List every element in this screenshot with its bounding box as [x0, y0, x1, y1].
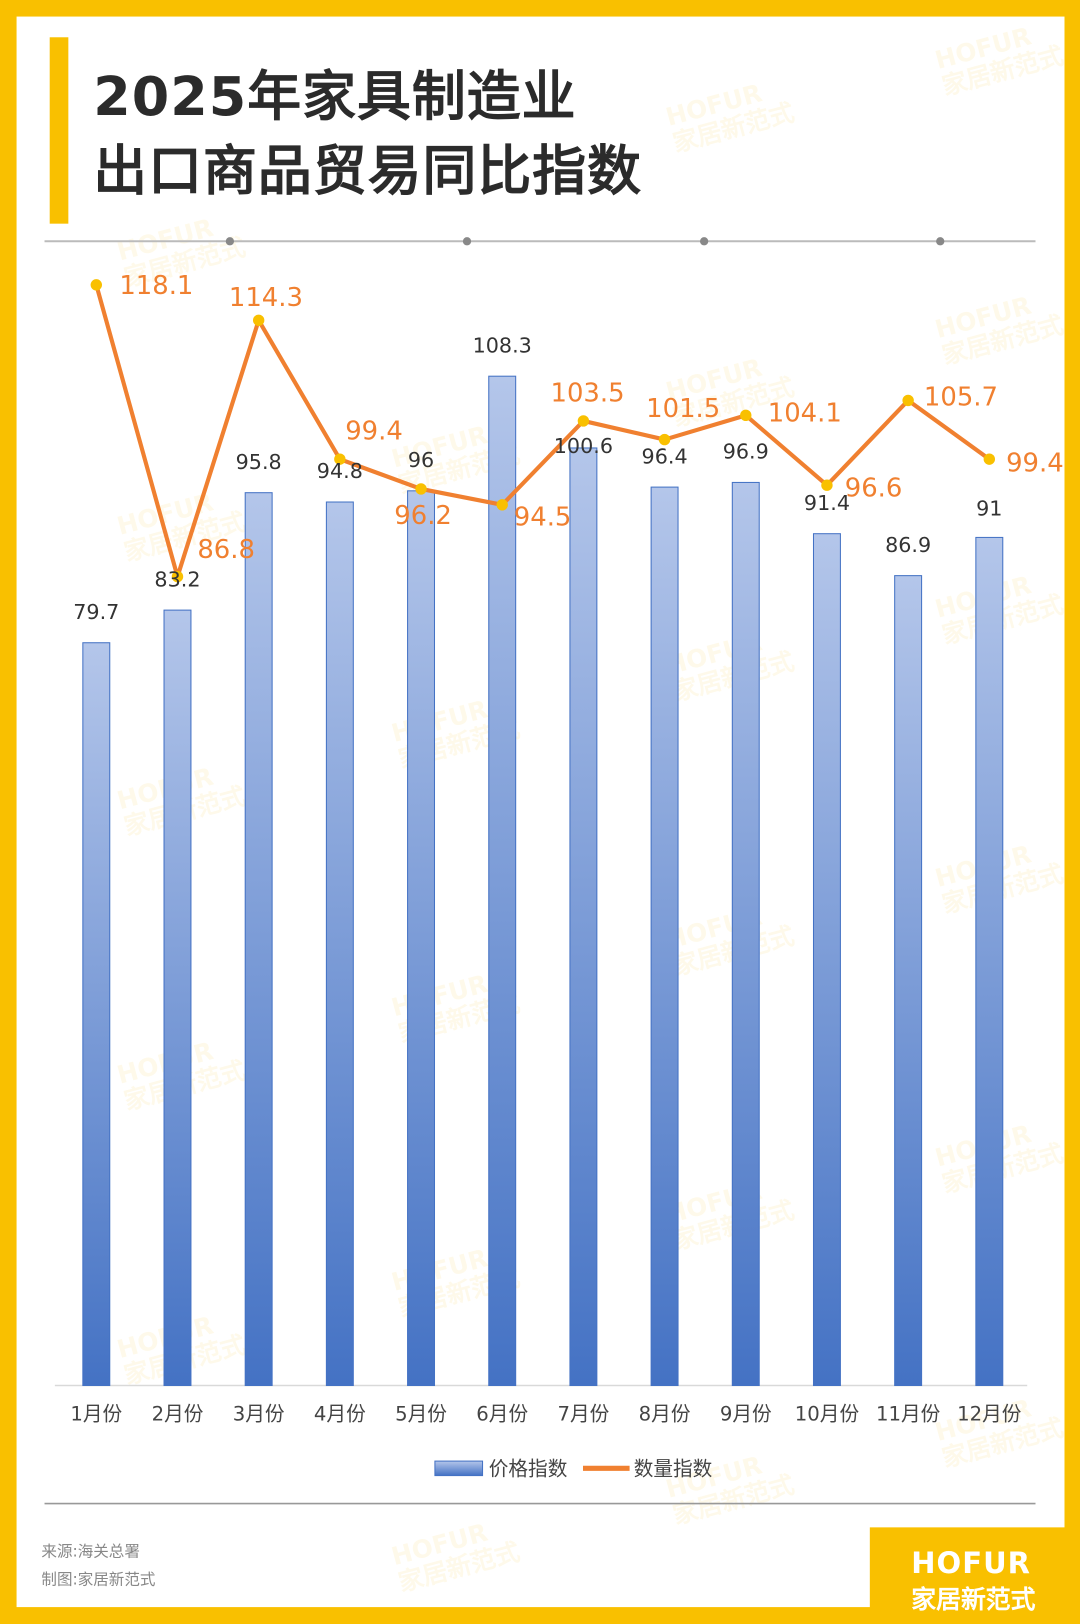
page-title: 2025年家具制造业 出口商品贸易同比指数 [93, 60, 642, 209]
divider-dot [936, 237, 945, 246]
price-bar [812, 533, 841, 1387]
price-bar [407, 490, 436, 1387]
quantity-marker [740, 409, 752, 422]
legend-label-quantity: 数量指数 [634, 1458, 713, 1481]
price-bar-label: 96.4 [642, 444, 688, 468]
quantity-label: 103.5 [551, 378, 625, 408]
quantity-marker [252, 314, 265, 326]
quantity-label: 114.3 [229, 283, 303, 313]
quantity-label: 96.6 [845, 474, 903, 504]
price-bar-label: 108.3 [473, 333, 532, 357]
x-tick-label: 3月份 [233, 1403, 285, 1426]
quantity-label: 101.5 [646, 394, 720, 424]
price-bar [82, 642, 111, 1387]
price-bar-label: 95.8 [236, 450, 282, 474]
price-bar-label: 91 [976, 497, 1002, 521]
brand-logo: HOFUR 家居新范式 [869, 1527, 1080, 1624]
quantity-marker [334, 453, 346, 465]
quantity-label: 105.7 [924, 383, 998, 413]
x-tick-label: 7月份 [557, 1403, 609, 1426]
title-line-2: 出口商品贸易同比指数 [93, 140, 643, 203]
x-tick-label: 5月份 [395, 1403, 447, 1426]
x-tick-label: 10月份 [795, 1403, 860, 1426]
quantity-label: 99.4 [345, 416, 403, 446]
price-bar-label: 79.7 [73, 600, 119, 624]
x-tick-label: 8月份 [639, 1403, 691, 1426]
maker-text: 制图:家居新范式 [41, 1569, 156, 1589]
price-bar [975, 536, 1004, 1387]
title-accent-bar [49, 37, 69, 224]
quantity-marker [496, 499, 508, 511]
price-bar-label: 91.4 [804, 491, 850, 515]
x-tick-label: 9月份 [720, 1403, 772, 1426]
x-tick-label: 11月份 [876, 1403, 941, 1426]
price-bar-label: 86.9 [885, 533, 931, 557]
quantity-label: 94.5 [514, 503, 572, 533]
divider-dot [699, 237, 709, 246]
logo-en: HOFUR [911, 1546, 1032, 1581]
quantity-marker [902, 394, 914, 407]
source-text: 来源:海关总署 [41, 1541, 140, 1561]
price-bar [569, 447, 598, 1387]
price-bar-label: 100.6 [554, 434, 613, 458]
divider-dot [462, 237, 472, 246]
legend: 价格指数 数量指数 [434, 1458, 713, 1481]
quantity-line [94, 284, 991, 579]
quantity-marker [983, 453, 996, 465]
divider-dot [225, 237, 235, 246]
price-bar [650, 486, 679, 1387]
x-tick-label: 6月份 [476, 1403, 528, 1426]
title-line-1: 2025年家具制造业 [93, 66, 577, 129]
price-bar [731, 481, 760, 1387]
price-bar-label: 83.2 [154, 567, 200, 591]
price-bar-label: 96 [408, 448, 434, 472]
quantity-label: 99.4 [1006, 449, 1064, 479]
quantity-marker [658, 433, 671, 446]
quantity-marker [171, 570, 184, 583]
x-tick-label: 12月份 [957, 1403, 1022, 1426]
legend-bar-swatch [434, 1460, 484, 1477]
price-bar-label: 96.9 [723, 440, 769, 464]
quantity-marker [821, 479, 833, 491]
price-bar [163, 609, 192, 1387]
quantity-label: 96.2 [394, 501, 452, 531]
quantity-marker [577, 415, 590, 427]
quantity-label: 86.8 [197, 535, 255, 565]
logo-cn: 家居新范式 [911, 1585, 1036, 1615]
quantity-label: 118.1 [119, 271, 193, 301]
price-bar-label: 94.8 [317, 459, 363, 483]
legend-label-price: 价格指数 [489, 1458, 568, 1481]
quantity-marker [415, 483, 427, 495]
price-bar [894, 575, 923, 1387]
quantity-marker [90, 279, 102, 291]
x-tick-label: 4月份 [314, 1403, 366, 1426]
x-tick-label: 1月份 [70, 1403, 122, 1426]
x-tick-label: 2月份 [152, 1403, 204, 1426]
quantity-label: 104.1 [768, 399, 842, 429]
price-bar [325, 501, 354, 1387]
price-bar [488, 375, 517, 1387]
price-bar [244, 492, 273, 1387]
